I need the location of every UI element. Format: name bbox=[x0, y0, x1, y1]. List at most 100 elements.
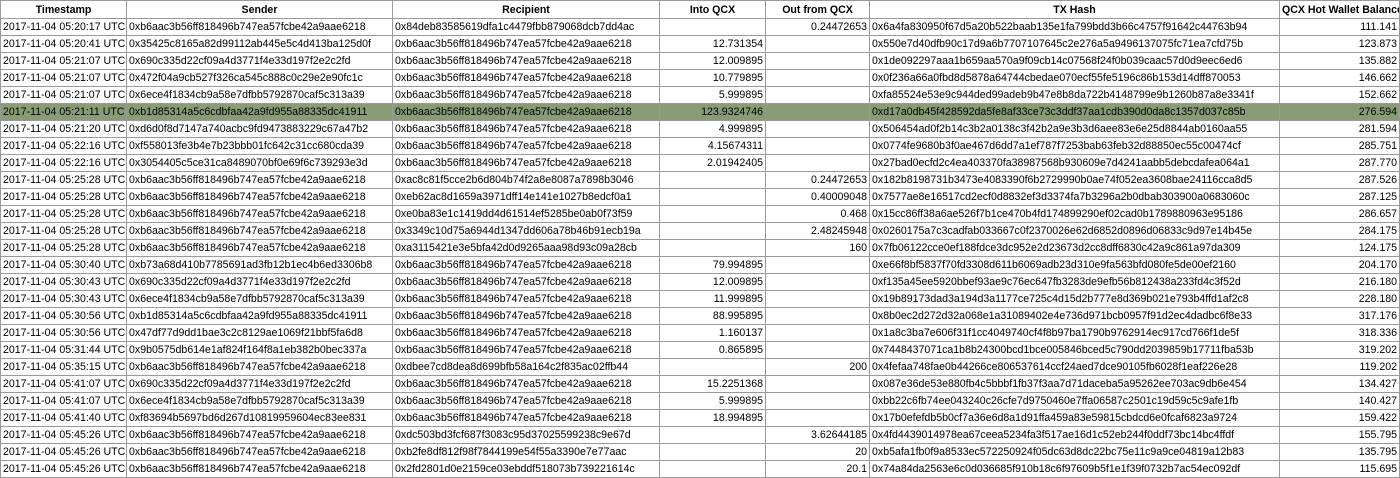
cell-tx-hash[interactable]: 0x087e36de53e880fb4c5bbbf1fb37f3aa7d71da… bbox=[869, 375, 1280, 393]
cell-balance[interactable]: 216.180 bbox=[1279, 273, 1400, 291]
table-row[interactable]: 2017-11-04 05:21:07 UTC 0x472f04a9cb527f3… bbox=[0, 69, 1400, 87]
cell-into-qcx[interactable]: 15.2251368 bbox=[659, 375, 766, 393]
cell-recipient[interactable]: 0xb6aac3b56ff818496b747ea57fcbe42a9aae62… bbox=[392, 52, 660, 70]
cell-recipient[interactable]: 0xb6aac3b56ff818496b747ea57fcbe42a9aae62… bbox=[392, 341, 660, 359]
cell-sender[interactable]: 0xb6aac3b56ff818496b747ea57fcbe42a9aae62… bbox=[126, 460, 393, 478]
cell-sender[interactable]: 0x6ece4f1834cb9a58e7dfbb5792870caf5c313a… bbox=[126, 86, 393, 104]
cell-into-qcx[interactable]: 4.15674311 bbox=[659, 137, 766, 155]
cell-out-from-qcx[interactable]: 160 bbox=[765, 239, 870, 257]
cell-timestamp[interactable]: 2017-11-04 05:25:28 UTC bbox=[0, 222, 127, 240]
table-row[interactable]: 2017-11-04 05:30:40 UTC 0xb73a68d410b7785… bbox=[0, 256, 1400, 274]
cell-sender[interactable]: 0xb6aac3b56ff818496b747ea57fcbe42a9aae62… bbox=[126, 443, 393, 461]
cell-recipient[interactable]: 0xa3115421e3e5bfa42d0d9265aaa98d93c09a28… bbox=[392, 239, 660, 257]
cell-recipient[interactable]: 0xdc503bd3fcf687f3083c95d37025599238c9e6… bbox=[392, 426, 660, 444]
cell-tx-hash[interactable]: 0xe66f8bf5837f70fd3308d611b6069adb23d310… bbox=[869, 256, 1280, 274]
cell-recipient[interactable]: 0xb6aac3b56ff818496b747ea57fcbe42a9aae62… bbox=[392, 137, 660, 155]
cell-out-from-qcx[interactable] bbox=[765, 256, 870, 274]
cell-tx-hash[interactable]: 0x0f236a66a0fbd8d5878a64744cbedae070ecf5… bbox=[869, 69, 1280, 87]
cell-out-from-qcx[interactable] bbox=[765, 103, 870, 121]
cell-balance[interactable]: 287.125 bbox=[1279, 188, 1400, 206]
cell-tx-hash[interactable]: 0x6a4fa830950f67d5a20b522baab135e1fa799b… bbox=[869, 18, 1280, 36]
table-row[interactable]: 2017-11-04 05:20:17 UTC 0xb6aac3b56ff8184… bbox=[0, 18, 1400, 36]
table-row[interactable]: 2017-11-04 05:41:07 UTC 0x690c335d22cf09a… bbox=[0, 375, 1400, 393]
table-row[interactable]: 2017-11-04 05:25:28 UTC 0xb6aac3b56ff8184… bbox=[0, 171, 1400, 189]
cell-out-from-qcx[interactable] bbox=[765, 35, 870, 53]
cell-into-qcx[interactable] bbox=[659, 239, 766, 257]
cell-recipient[interactable]: 0xac8c81f5cce2b6d804b74f2a8e8087a7898b30… bbox=[392, 171, 660, 189]
cell-out-from-qcx[interactable] bbox=[765, 154, 870, 172]
cell-into-qcx[interactable] bbox=[659, 358, 766, 376]
cell-tx-hash[interactable]: 0x4fd4439014978ea67ceea5234fa3f517ae16d1… bbox=[869, 426, 1280, 444]
cell-timestamp[interactable]: 2017-11-04 05:30:40 UTC bbox=[0, 256, 127, 274]
cell-sender[interactable]: 0xb6aac3b56ff818496b747ea57fcbe42a9aae62… bbox=[126, 171, 393, 189]
cell-sender[interactable]: 0xf83694b5697bd6d267d10819959604ec83ee83… bbox=[126, 409, 393, 427]
cell-into-qcx[interactable]: 123.9324746 bbox=[659, 103, 766, 121]
column-header-into-qcx[interactable]: Into QCX bbox=[659, 0, 766, 19]
cell-tx-hash[interactable]: 0x19b89173dad3a194d3a1177ce725c4d15d2b77… bbox=[869, 290, 1280, 308]
cell-out-from-qcx[interactable] bbox=[765, 290, 870, 308]
cell-recipient[interactable]: 0xb6aac3b56ff818496b747ea57fcbe42a9aae62… bbox=[392, 256, 660, 274]
cell-timestamp[interactable]: 2017-11-04 05:31:44 UTC bbox=[0, 341, 127, 359]
cell-recipient[interactable]: 0xb6aac3b56ff818496b747ea57fcbe42a9aae62… bbox=[392, 154, 660, 172]
column-header-balance[interactable]: QCX Hot Wallet Balance bbox=[1279, 0, 1400, 19]
cell-timestamp[interactable]: 2017-11-04 05:25:28 UTC bbox=[0, 188, 127, 206]
cell-recipient[interactable]: 0x3349c10d75a6944d1347dd606a78b46b91ecb1… bbox=[392, 222, 660, 240]
table-row[interactable]: 2017-11-04 05:22:16 UTC 0x3054405c5ce31ca… bbox=[0, 154, 1400, 172]
cell-into-qcx[interactable]: 5.999895 bbox=[659, 392, 766, 410]
table-row[interactable]: 2017-11-04 05:30:43 UTC 0x6ece4f1834cb9a5… bbox=[0, 290, 1400, 308]
table-row[interactable]: 2017-11-04 05:30:56 UTC 0x47df77d9dd1bae3… bbox=[0, 324, 1400, 342]
cell-balance[interactable]: 119.202 bbox=[1279, 358, 1400, 376]
cell-tx-hash[interactable]: 0x8b0ec2d272d32a068e1a31089402e4e736d971… bbox=[869, 307, 1280, 325]
cell-balance[interactable]: 135.795 bbox=[1279, 443, 1400, 461]
table-row[interactable]: 2017-11-04 05:41:40 UTC 0xf83694b5697bd6d… bbox=[0, 409, 1400, 427]
cell-recipient[interactable]: 0xe0ba83e1c1419dd4d61514ef5285be0ab0f73f… bbox=[392, 205, 660, 223]
cell-out-from-qcx[interactable]: 20 bbox=[765, 443, 870, 461]
cell-into-qcx[interactable]: 10.779895 bbox=[659, 69, 766, 87]
cell-into-qcx[interactable]: 88.995895 bbox=[659, 307, 766, 325]
cell-tx-hash[interactable]: 0x7448437071ca1b8b24300bcd1bce005846bced… bbox=[869, 341, 1280, 359]
cell-sender[interactable]: 0xb6aac3b56ff818496b747ea57fcbe42a9aae62… bbox=[126, 18, 393, 36]
cell-sender[interactable]: 0xb6aac3b56ff818496b747ea57fcbe42a9aae62… bbox=[126, 205, 393, 223]
cell-recipient[interactable]: 0xdbee7cd8dea8d699bfb58a164c2f835ac02ffb… bbox=[392, 358, 660, 376]
cell-timestamp[interactable]: 2017-11-04 05:35:15 UTC bbox=[0, 358, 127, 376]
cell-balance[interactable]: 123.873 bbox=[1279, 35, 1400, 53]
table-row[interactable]: 2017-11-04 05:20:41 UTC 0x35425c8165a82d9… bbox=[0, 35, 1400, 53]
cell-tx-hash[interactable]: 0x7fb06122cce0ef188fdce3dc952e2d23673d2c… bbox=[869, 239, 1280, 257]
cell-tx-hash[interactable]: 0x1de092297aaa1b659aa570a9f09cb14c07568f… bbox=[869, 52, 1280, 70]
cell-into-qcx[interactable]: 2.01942405 bbox=[659, 154, 766, 172]
cell-timestamp[interactable]: 2017-11-04 05:41:40 UTC bbox=[0, 409, 127, 427]
cell-into-qcx[interactable] bbox=[659, 188, 766, 206]
cell-tx-hash[interactable]: 0x17b0efefdb5b0cf7a36e6d8a1d91ffa459a83e… bbox=[869, 409, 1280, 427]
cell-recipient[interactable]: 0xb6aac3b56ff818496b747ea57fcbe42a9aae62… bbox=[392, 69, 660, 87]
cell-balance[interactable]: 140.427 bbox=[1279, 392, 1400, 410]
cell-into-qcx[interactable]: 12.009895 bbox=[659, 52, 766, 70]
table-row[interactable]: 2017-11-04 05:22:16 UTC 0xf558013fe3b4e7b… bbox=[0, 137, 1400, 155]
cell-balance[interactable]: 155.795 bbox=[1279, 426, 1400, 444]
cell-balance[interactable]: 281.594 bbox=[1279, 120, 1400, 138]
cell-out-from-qcx[interactable] bbox=[765, 273, 870, 291]
cell-balance[interactable]: 146.662 bbox=[1279, 69, 1400, 87]
cell-sender[interactable]: 0x6ece4f1834cb9a58e7dfbb5792870caf5c313a… bbox=[126, 392, 393, 410]
cell-into-qcx[interactable] bbox=[659, 222, 766, 240]
cell-timestamp[interactable]: 2017-11-04 05:25:28 UTC bbox=[0, 205, 127, 223]
table-row[interactable]: 2017-11-04 05:25:28 UTC 0xb6aac3b56ff8184… bbox=[0, 188, 1400, 206]
cell-out-from-qcx[interactable] bbox=[765, 409, 870, 427]
cell-into-qcx[interactable]: 0.865895 bbox=[659, 341, 766, 359]
cell-tx-hash[interactable]: 0xbb22c6fb74ee043240c26cfe7d9750460e7ffa… bbox=[869, 392, 1280, 410]
cell-tx-hash[interactable]: 0x506454ad0f2b14c3b2a0138c3f42b2a9e3b3d6… bbox=[869, 120, 1280, 138]
cell-timestamp[interactable]: 2017-11-04 05:20:17 UTC bbox=[0, 18, 127, 36]
cell-timestamp[interactable]: 2017-11-04 05:21:07 UTC bbox=[0, 69, 127, 87]
table-row[interactable]: 2017-11-04 05:45:26 UTC 0xb6aac3b56ff8184… bbox=[0, 443, 1400, 461]
cell-sender[interactable]: 0x9b0575db614e1af824f164f8a1eb382b0bec33… bbox=[126, 341, 393, 359]
cell-out-from-qcx[interactable] bbox=[765, 52, 870, 70]
cell-recipient[interactable]: 0xb6aac3b56ff818496b747ea57fcbe42a9aae62… bbox=[392, 35, 660, 53]
cell-into-qcx[interactable]: 18.994895 bbox=[659, 409, 766, 427]
cell-out-from-qcx[interactable] bbox=[765, 341, 870, 359]
cell-recipient[interactable]: 0xb6aac3b56ff818496b747ea57fcbe42a9aae62… bbox=[392, 120, 660, 138]
cell-sender[interactable]: 0x3054405c5ce31ca8489070bf0e69f6c739293e… bbox=[126, 154, 393, 172]
cell-timestamp[interactable]: 2017-11-04 05:21:07 UTC bbox=[0, 86, 127, 104]
cell-timestamp[interactable]: 2017-11-04 05:41:07 UTC bbox=[0, 375, 127, 393]
table-row[interactable]: 2017-11-04 05:21:07 UTC 0x6ece4f1834cb9a5… bbox=[0, 86, 1400, 104]
cell-balance[interactable]: 111.141 bbox=[1279, 18, 1400, 36]
table-row[interactable]: 2017-11-04 05:31:44 UTC 0x9b0575db614e1af… bbox=[0, 341, 1400, 359]
